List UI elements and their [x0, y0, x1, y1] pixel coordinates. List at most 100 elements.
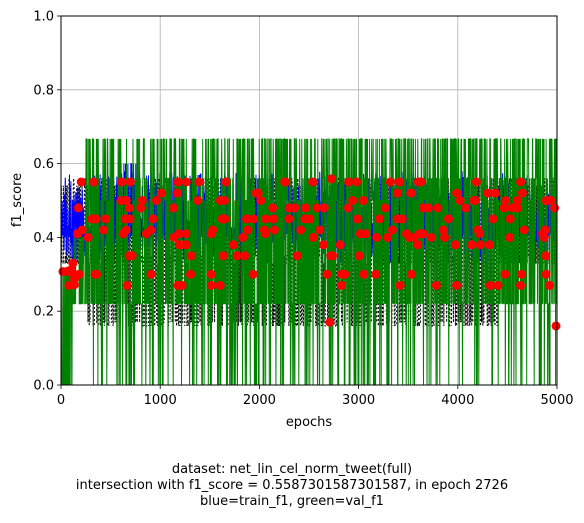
caption-legend: blue=train_f1, green=val_f1	[0, 494, 584, 510]
marker-point	[476, 240, 485, 249]
marker-point	[393, 214, 402, 223]
marker-point	[407, 270, 416, 279]
marker-point	[128, 251, 137, 260]
marker-point	[136, 203, 145, 212]
marker-point	[233, 251, 242, 260]
marker-point	[284, 214, 293, 223]
marker-point	[485, 240, 494, 249]
marker-point	[353, 214, 362, 223]
marker-point	[308, 178, 317, 187]
marker-point	[315, 226, 324, 235]
marker-point	[146, 226, 155, 235]
marker-point	[220, 196, 229, 205]
marker-point	[218, 214, 227, 223]
x-tick-label: 1000	[144, 393, 177, 408]
marker-point	[229, 240, 238, 249]
marker-point	[489, 214, 498, 223]
x-tick-label: 0	[57, 393, 65, 408]
marker-point	[359, 196, 368, 205]
marker-point	[483, 189, 492, 198]
marker-point	[517, 270, 526, 279]
marker-point	[293, 251, 302, 260]
marker-point	[461, 203, 470, 212]
x-tick-label: 3000	[342, 393, 375, 408]
marker-point	[219, 251, 228, 260]
plot-area	[59, 139, 561, 385]
intersection-marker	[327, 174, 336, 183]
marker-point	[451, 240, 460, 249]
marker-point	[406, 189, 415, 198]
marker-point	[336, 240, 345, 249]
marker-point	[388, 226, 397, 235]
marker-point	[92, 270, 101, 279]
marker-point	[152, 196, 161, 205]
marker-point	[419, 203, 428, 212]
marker-point	[355, 251, 364, 260]
marker-point	[545, 281, 554, 290]
y-tick-label: 0.2	[33, 305, 54, 320]
marker-point	[325, 318, 334, 327]
marker-point	[254, 189, 263, 198]
marker-point	[337, 281, 346, 290]
y-axis-label: f1_score	[10, 173, 25, 227]
marker-point	[542, 270, 551, 279]
marker-point	[440, 233, 449, 242]
marker-point	[494, 281, 503, 290]
marker-point	[393, 189, 402, 198]
marker-point	[243, 226, 252, 235]
y-tick-label: 0.4	[33, 231, 54, 246]
marker-point	[486, 281, 495, 290]
marker-point	[452, 189, 461, 198]
marker-point	[467, 240, 476, 249]
marker-point	[238, 233, 247, 242]
marker-point	[249, 270, 258, 279]
marker-point	[123, 281, 132, 290]
marker-point	[64, 281, 73, 290]
marker-point	[187, 251, 196, 260]
marker-point	[372, 233, 381, 242]
marker-point	[500, 203, 509, 212]
marker-point	[186, 270, 195, 279]
marker-point	[249, 214, 258, 223]
marker-point	[444, 214, 453, 223]
chart-caption: dataset: net_lin_cel_norm_tweet(full) in…	[0, 462, 584, 510]
marker-point	[126, 178, 135, 187]
marker-point	[433, 203, 442, 212]
y-tick-label: 0.8	[33, 83, 54, 98]
x-tick-label: 5000	[540, 393, 573, 408]
marker-point	[147, 270, 156, 279]
marker-point	[386, 178, 395, 187]
marker-point	[520, 226, 529, 235]
marker-point	[505, 233, 514, 242]
marker-point	[173, 189, 182, 198]
marker-point	[381, 203, 390, 212]
marker-point	[319, 240, 328, 249]
marker-point	[59, 267, 68, 276]
marker-point	[472, 178, 481, 187]
marker-point	[427, 233, 436, 242]
marker-point	[89, 178, 98, 187]
y-tick-label: 0.0	[33, 379, 54, 394]
marker-point	[269, 214, 278, 223]
marker-point	[207, 270, 216, 279]
marker-point	[222, 178, 231, 187]
marker-point	[174, 281, 183, 290]
marker-point	[541, 251, 550, 260]
marker-point	[169, 203, 178, 212]
marker-point	[92, 214, 101, 223]
marker-point	[344, 178, 353, 187]
marker-point	[375, 214, 384, 223]
marker-point	[371, 270, 380, 279]
marker-point	[73, 229, 82, 238]
marker-point	[359, 270, 368, 279]
x-axis-label: epochs	[286, 415, 333, 430]
caption-intersection: intersection with f1_score = 0.558730158…	[0, 478, 584, 494]
marker-point	[207, 229, 216, 238]
marker-point	[268, 203, 277, 212]
marker-point	[261, 214, 270, 223]
marker-point	[414, 178, 423, 187]
marker-point	[68, 259, 77, 268]
marker-point	[176, 240, 185, 249]
marker-point	[84, 233, 93, 242]
marker-point	[119, 229, 128, 238]
